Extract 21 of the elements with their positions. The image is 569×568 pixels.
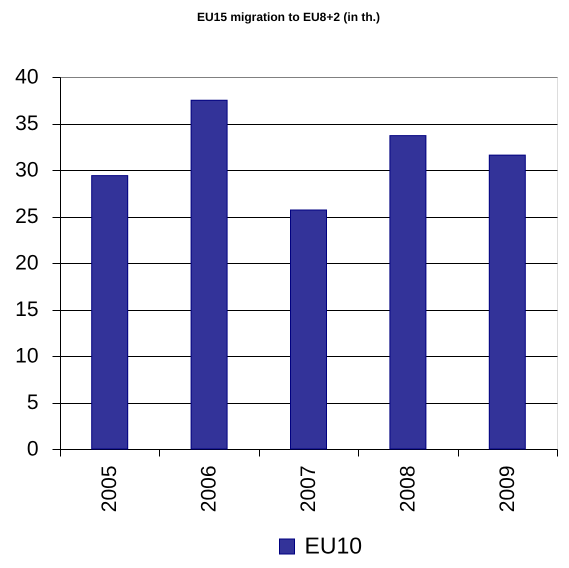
bar bbox=[290, 209, 327, 450]
y-tick-label: 10 bbox=[15, 344, 38, 368]
y-tick-label: 35 bbox=[15, 112, 38, 135]
bar bbox=[91, 175, 128, 450]
y-tick-label: 5 bbox=[26, 391, 38, 414]
x-tick-label: 2007 bbox=[297, 466, 320, 512]
x-tick-label: 2006 bbox=[198, 466, 221, 512]
x-tick-label: 2009 bbox=[496, 466, 519, 512]
bar bbox=[488, 154, 526, 450]
y-tick-label: 40 bbox=[15, 66, 38, 88]
legend-label: EU10 bbox=[304, 532, 362, 558]
y-tick-label: 0 bbox=[26, 438, 38, 460]
bar bbox=[190, 100, 228, 450]
bar bbox=[389, 135, 426, 450]
x-tick-label: 2005 bbox=[98, 466, 122, 512]
y-tick-label: 20 bbox=[15, 252, 38, 274]
x-tick-label: 2008 bbox=[396, 466, 420, 512]
y-tick-label: 25 bbox=[15, 205, 38, 228]
y-tick-label: 15 bbox=[15, 298, 38, 321]
chart-title: EU15 migration to EU8+2 (in th.) bbox=[196, 10, 380, 24]
y-tick-label: 30 bbox=[15, 158, 38, 182]
